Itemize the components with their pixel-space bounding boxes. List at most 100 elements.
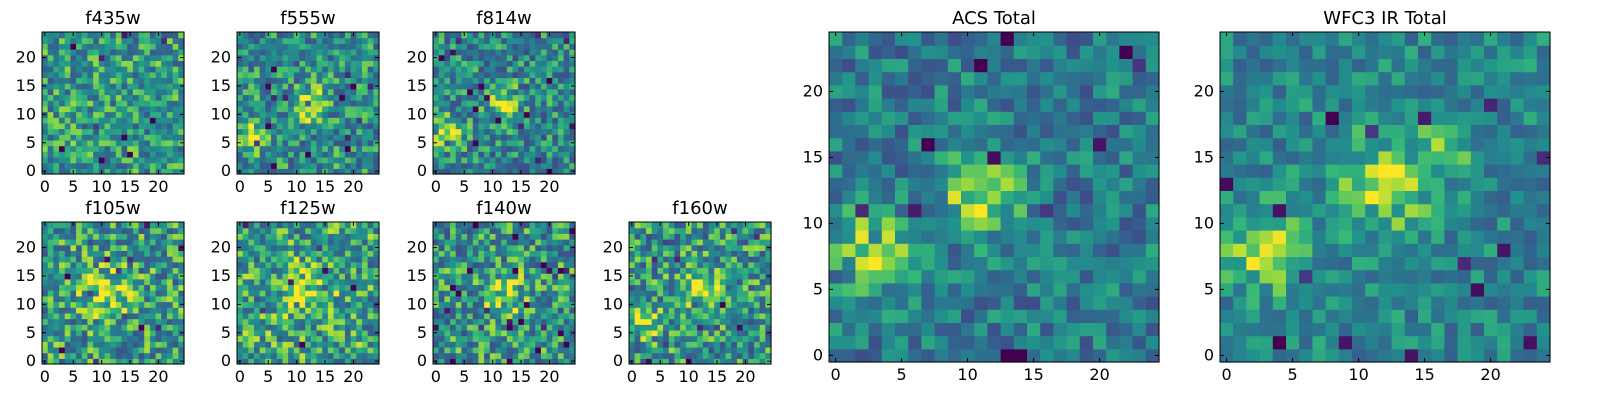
heatmap-cell	[455, 312, 462, 320]
heatmap-cell	[506, 239, 514, 246]
heatmap-cell	[64, 290, 71, 297]
heatmap-cell	[697, 346, 704, 354]
heatmap-cell	[495, 267, 502, 274]
heatmap-cell	[70, 318, 77, 325]
y-tick-label: 15	[16, 76, 36, 95]
panel-title: f814w	[476, 8, 531, 29]
heatmap-cell	[322, 66, 329, 73]
heatmap-cell	[557, 94, 565, 101]
heatmap-cell	[305, 261, 312, 269]
heatmap-cell	[104, 341, 111, 348]
heatmap-cell	[714, 329, 721, 337]
heatmap-cell	[467, 256, 474, 263]
heatmap-cell	[282, 105, 289, 113]
heatmap-cell	[714, 256, 721, 263]
heatmap-cell	[42, 156, 49, 164]
heatmap-cell	[855, 269, 870, 284]
heatmap-cell	[444, 329, 451, 337]
heatmap-cell	[518, 145, 525, 152]
heatmap-cell	[523, 222, 531, 229]
heatmap-cell	[144, 54, 151, 61]
heatmap-cell	[438, 358, 445, 365]
heatmap-cell	[563, 261, 570, 269]
heatmap-cell	[121, 329, 128, 337]
heatmap-cell	[708, 295, 715, 303]
heatmap-cell	[506, 278, 514, 286]
heatmap-cell	[495, 100, 502, 107]
heatmap-cell	[569, 32, 576, 39]
axes-frame	[628, 221, 772, 365]
heatmap-cell	[344, 66, 352, 73]
heatmap-cell	[438, 43, 445, 50]
heatmap-cell	[293, 307, 301, 314]
heatmap-cell	[53, 295, 60, 303]
heatmap-cell	[1013, 309, 1028, 323]
heatmap-cell	[110, 94, 117, 101]
heatmap-cell	[974, 282, 988, 297]
heatmap-cell	[271, 134, 278, 141]
heatmap-cell	[634, 295, 641, 303]
heatmap-cell	[438, 352, 445, 359]
heatmap-cell	[166, 261, 174, 269]
heatmap-cell	[657, 261, 664, 269]
heatmap-cell	[748, 233, 755, 240]
heatmap-cell	[961, 348, 975, 363]
heatmap-cell	[327, 71, 335, 79]
heatmap-cell	[237, 335, 244, 342]
heatmap-cell	[132, 117, 140, 124]
heatmap-cell	[1027, 269, 1041, 284]
heatmap-cell	[254, 71, 261, 79]
heatmap-cell	[149, 244, 157, 251]
heatmap-cell	[461, 145, 468, 152]
heatmap-cell	[674, 233, 681, 240]
heatmap-cell	[42, 151, 49, 158]
heatmap-cell	[316, 139, 323, 147]
heatmap-cell	[680, 346, 687, 354]
heatmap-cell	[316, 352, 323, 359]
heatmap-cell	[829, 243, 843, 257]
heatmap-cell	[557, 341, 565, 348]
heatmap-cell	[450, 261, 457, 269]
heatmap-cell	[467, 156, 474, 164]
heatmap-cell	[535, 301, 542, 308]
heatmap-cell	[254, 290, 261, 297]
heatmap-cell	[356, 318, 363, 325]
heatmap-cell	[259, 312, 266, 320]
heatmap-cell	[64, 168, 71, 175]
heatmap-cell	[87, 335, 94, 342]
heatmap-cell	[242, 346, 249, 354]
heatmap-cell	[540, 128, 548, 135]
heatmap-cell	[461, 71, 468, 79]
heatmap-cell	[1132, 348, 1147, 363]
heatmap-cell	[47, 295, 54, 303]
heatmap-cell	[472, 346, 480, 354]
heatmap-cell	[506, 335, 514, 342]
heatmap-cell	[361, 32, 369, 39]
heatmap-cell	[322, 295, 329, 303]
heatmap-cell	[518, 307, 525, 314]
heatmap-cell	[569, 295, 576, 303]
heatmap-cell	[53, 156, 60, 164]
heatmap-cell	[121, 111, 128, 118]
heatmap-cell	[144, 168, 151, 175]
heatmap-cell	[1093, 335, 1107, 350]
heatmap-cell	[495, 71, 502, 79]
heatmap-cell	[248, 239, 255, 246]
heatmap-cell	[1106, 296, 1120, 310]
heatmap-cell	[518, 117, 525, 124]
heatmap-cell	[166, 77, 174, 84]
heatmap-cell	[433, 352, 440, 359]
heatmap-cell	[282, 134, 289, 141]
heatmap-cell	[947, 269, 962, 284]
heatmap-cell	[98, 335, 106, 342]
heatmap-cell	[651, 261, 658, 269]
heatmap-cell	[708, 290, 715, 297]
heatmap-cell	[299, 156, 306, 164]
heatmap-cell	[472, 151, 480, 158]
heatmap-cell	[288, 227, 295, 234]
heatmap-cell	[288, 358, 295, 365]
heatmap-cell	[93, 312, 100, 320]
heatmap-cell	[305, 324, 312, 331]
heatmap-cell	[546, 151, 553, 158]
heatmap-cell	[178, 341, 185, 348]
